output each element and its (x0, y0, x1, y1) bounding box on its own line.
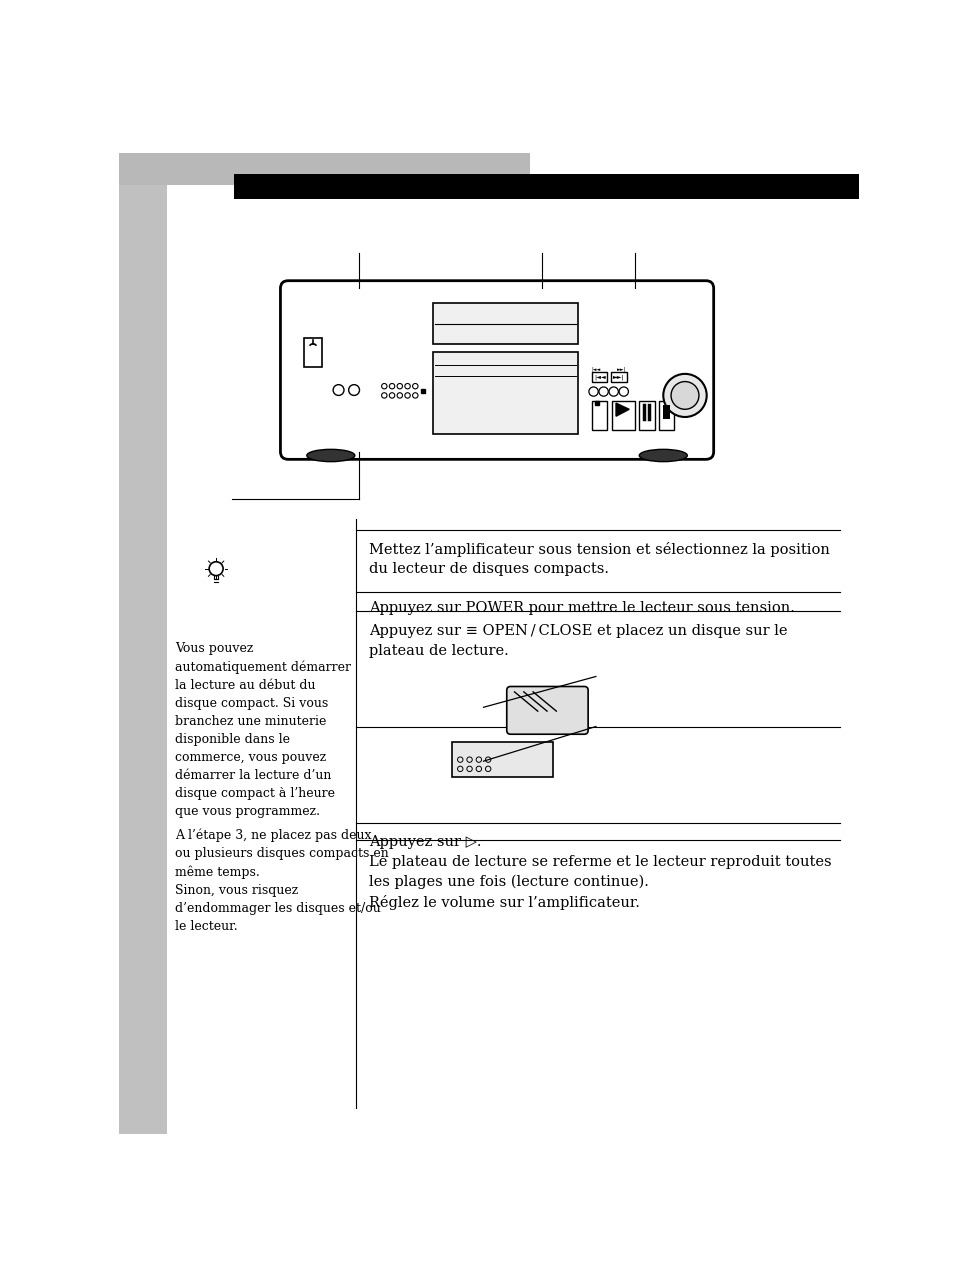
Bar (119, 153, 167, 1134)
Text: Appuyez sur ▷.
Le plateau de lecture se referme et le lecteur reproduit toutes
l: Appuyez sur ▷. Le plateau de lecture se … (369, 834, 831, 910)
Bar (433, 352, 578, 434)
Circle shape (618, 387, 628, 396)
Circle shape (588, 387, 598, 396)
Circle shape (662, 373, 706, 417)
Polygon shape (616, 403, 629, 417)
Text: Vous pouvez
automatiquement démarrer
la lecture au début du
disque compact. Si v: Vous pouvez automatiquement démarrer la … (174, 642, 351, 818)
Ellipse shape (307, 450, 355, 461)
FancyBboxPatch shape (280, 280, 713, 460)
Text: ►►|: ►►| (613, 375, 624, 380)
Bar (592, 401, 607, 431)
Bar (592, 372, 607, 382)
Text: ►►|: ►►| (617, 367, 625, 372)
Bar (233, 175, 858, 199)
Text: Mettez l’amplificateur sous tension et sélectionnez la position
du lecteur de di: Mettez l’amplificateur sous tension et s… (369, 541, 829, 576)
Circle shape (348, 385, 359, 395)
Text: |◄◄: |◄◄ (591, 367, 599, 372)
Bar (303, 338, 322, 367)
Bar (119, 153, 530, 185)
Text: Appuyez sur POWER pour mettre le lecteur sous tension.: Appuyez sur POWER pour mettre le lecteur… (369, 601, 794, 615)
Bar (661, 405, 670, 419)
Text: |◄◄: |◄◄ (594, 375, 605, 380)
Ellipse shape (639, 450, 686, 461)
Bar (658, 401, 674, 431)
Circle shape (670, 382, 699, 409)
FancyBboxPatch shape (506, 687, 587, 734)
Text: Appuyez sur ≡ OPEN / CLOSE et placez un disque sur le
plateau de lecture.: Appuyez sur ≡ OPEN / CLOSE et placez un … (369, 624, 786, 657)
Bar (433, 303, 578, 344)
Bar (612, 401, 635, 431)
Circle shape (608, 387, 618, 396)
Text: A l’étape 3, ne placez pas deux
ou plusieurs disques compacts en
même temps.
Sin: A l’étape 3, ne placez pas deux ou plusi… (174, 829, 389, 933)
Circle shape (598, 387, 608, 396)
Bar (611, 372, 626, 382)
Circle shape (333, 385, 344, 395)
Bar (639, 401, 654, 431)
Bar (452, 741, 553, 777)
